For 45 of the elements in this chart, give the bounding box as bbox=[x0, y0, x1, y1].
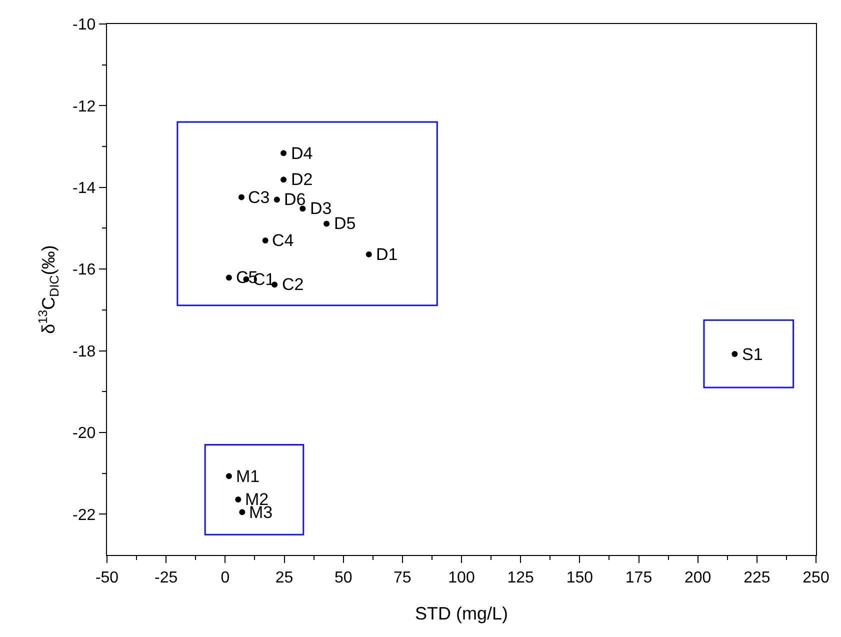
x-tick-label: -50 bbox=[95, 569, 119, 586]
point bbox=[280, 150, 287, 156]
annotation: D2 bbox=[291, 170, 313, 189]
point bbox=[226, 473, 232, 480]
point bbox=[239, 509, 246, 516]
x-tick-label: 200 bbox=[684, 569, 712, 586]
y-tick-label: -14 bbox=[72, 180, 96, 197]
x-tick-label: 225 bbox=[744, 569, 770, 586]
point bbox=[274, 196, 280, 203]
x-tick-label: 150 bbox=[566, 569, 594, 586]
x-tick-label: 50 bbox=[334, 569, 352, 586]
x-tick-label: 125 bbox=[507, 569, 534, 586]
point bbox=[262, 237, 268, 244]
annotation: S1 bbox=[742, 345, 763, 364]
point bbox=[732, 351, 738, 358]
point bbox=[226, 274, 232, 281]
y-tick-label: -20 bbox=[72, 425, 96, 442]
annotation: C3 bbox=[248, 188, 270, 207]
point bbox=[235, 496, 242, 502]
x-tick-label: 250 bbox=[802, 569, 830, 586]
x-tick-label: 25 bbox=[275, 569, 294, 586]
x-tick-label: 175 bbox=[625, 569, 652, 586]
y-tick-label: -16 bbox=[72, 262, 96, 279]
x-tick-label: -25 bbox=[154, 569, 178, 586]
x-tick-label: 75 bbox=[394, 569, 412, 586]
annotation: D3 bbox=[310, 199, 332, 218]
point bbox=[324, 220, 330, 227]
x-tick-label: 0 bbox=[220, 569, 230, 586]
x-tick-label: 100 bbox=[448, 569, 475, 586]
annotation: D6 bbox=[284, 190, 306, 209]
annotation: D4 bbox=[291, 144, 313, 163]
point bbox=[238, 194, 244, 200]
annotation: C4 bbox=[272, 231, 294, 250]
point bbox=[300, 206, 306, 212]
annotation: M1 bbox=[236, 467, 260, 486]
y-tick-label: -22 bbox=[72, 506, 96, 524]
annotation: D1 bbox=[376, 245, 398, 264]
point bbox=[280, 176, 287, 183]
y-tick-label: -10 bbox=[72, 16, 96, 34]
point bbox=[366, 251, 372, 258]
annotation: D5 bbox=[334, 214, 356, 233]
y-tick-label: -12 bbox=[72, 98, 96, 116]
x-axis-title: STD (mg/L) bbox=[414, 603, 508, 624]
annotation: C2 bbox=[282, 275, 304, 294]
y-tick-label: -18 bbox=[72, 343, 96, 360]
